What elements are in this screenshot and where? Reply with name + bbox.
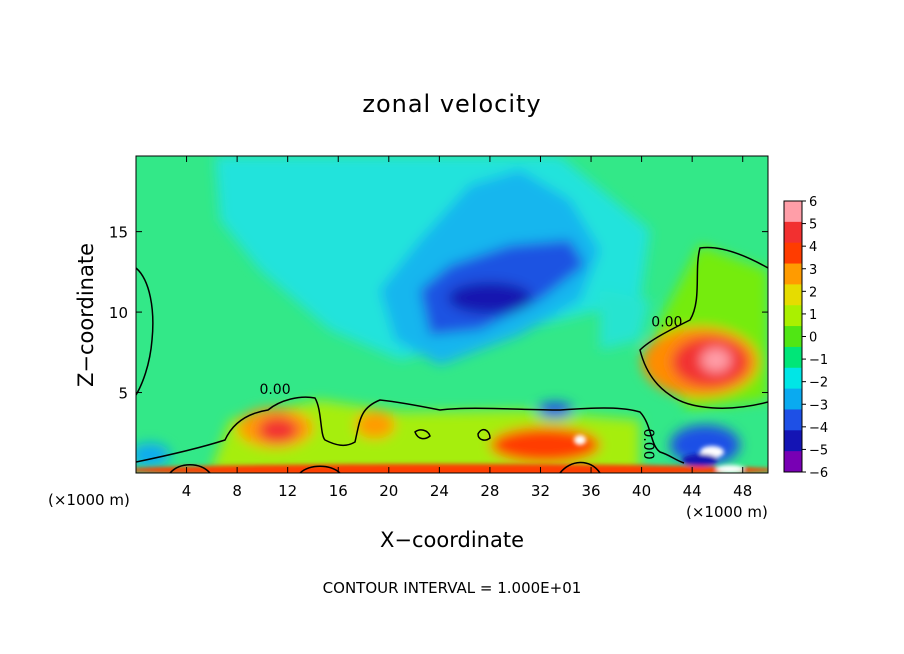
red-blob-32 (490, 427, 600, 463)
colorbar-label: −6 (809, 466, 828, 481)
colorbar-swatch (784, 305, 802, 327)
colorbar-label: 5 (809, 218, 817, 233)
contour-label: 0.00 (651, 315, 682, 331)
x-tick-label: 20 (379, 482, 398, 500)
plot-frame (135, 155, 769, 474)
colorbar-label: −3 (809, 398, 828, 413)
x-tick-label: 16 (329, 482, 348, 500)
x-tick-label: 48 (733, 482, 752, 500)
contour-bottom-lobes (169, 461, 601, 473)
colorbar-label: 4 (809, 240, 817, 255)
contour-small-1 (414, 429, 431, 440)
cyan-patch-left (136, 443, 170, 467)
y-tick-label: 10 (109, 304, 128, 322)
colorbar-swatch (784, 326, 802, 348)
x-tick-label: 8 (232, 482, 242, 500)
red-blob-12 (258, 417, 298, 443)
plot-field: 0.00 0.00 0.00 (136, 156, 768, 473)
colorbar-swatch (784, 242, 802, 265)
contour-left-edge (136, 267, 154, 396)
colorbar-swatch (784, 451, 802, 473)
colorbar-label: 3 (809, 263, 817, 278)
navy-spot-right (682, 454, 718, 466)
x-tick-label: 44 (683, 482, 702, 500)
x-tick-label: 32 (531, 482, 550, 500)
y-tick-label: 15 (109, 224, 128, 242)
x-tick-label: 24 (430, 482, 449, 500)
colorbar: 6 5 4 3 2 1 0 −1 −2 −3 −4 −5 −6 (783, 195, 828, 481)
bottom-red-strip (136, 464, 768, 473)
navy-minimum (448, 282, 532, 314)
colorbar-swatch (784, 201, 802, 223)
cyan-right-region (600, 290, 650, 350)
contour-lower-band (136, 396, 685, 464)
colorbar-swatch (784, 430, 802, 452)
orange-blob-19 (355, 411, 395, 439)
x-axis-label: X−coordinate (380, 528, 524, 552)
colorbar-swatch (784, 221, 802, 244)
zero-contours (136, 246, 768, 473)
x-unit-right: (×1000 m) (686, 503, 768, 521)
contour-label: 0.00 (259, 382, 290, 398)
colorbar-label: 1 (809, 308, 817, 323)
contour-interval-note: CONTOUR INTERVAL = 1.000E+01 (323, 579, 582, 597)
blue-patch-right (670, 425, 740, 465)
colorbar-label: 2 (809, 285, 817, 300)
contour-label: 0.00 (640, 428, 656, 459)
y-tick-label: 5 (118, 385, 128, 403)
x-tick-label: 4 (182, 482, 192, 500)
colorbar-label: 0 (809, 331, 817, 346)
contour-labels: 0.00 0.00 0.00 (259, 315, 682, 460)
colorbar-label: −1 (809, 353, 828, 368)
colorbar-swatch (784, 284, 802, 306)
chart-title: zonal velocity (362, 90, 541, 118)
colorbar-swatch (784, 263, 802, 285)
white-spot-1 (574, 435, 586, 445)
colorbar-swatch (784, 346, 802, 369)
x-tick-label: 28 (480, 482, 499, 500)
contour-small-2 (477, 428, 491, 441)
colorbar-swatch (784, 388, 802, 410)
colorbar-swatch (784, 409, 802, 431)
y-axis-ticks: 5 10 15 (109, 224, 768, 403)
x-unit-left: (×1000 m) (48, 491, 130, 509)
light-red-core (701, 348, 731, 372)
x-axis-ticks: 4 8 12 16 20 24 28 32 36 40 44 48 (182, 156, 752, 500)
y-axis-label: Z−coordinate (74, 243, 98, 387)
colorbar-label: −5 (809, 443, 828, 458)
colorbar-label: 6 (809, 195, 817, 210)
white-spot-3 (716, 465, 744, 473)
colorbar-label: −2 (809, 376, 828, 391)
contour-right-region (639, 246, 768, 409)
colorbar-label: −4 (809, 421, 828, 436)
x-tick-label: 40 (632, 482, 651, 500)
x-tick-label: 12 (278, 482, 297, 500)
colorbar-swatch (784, 367, 802, 390)
x-tick-label: 36 (581, 482, 600, 500)
